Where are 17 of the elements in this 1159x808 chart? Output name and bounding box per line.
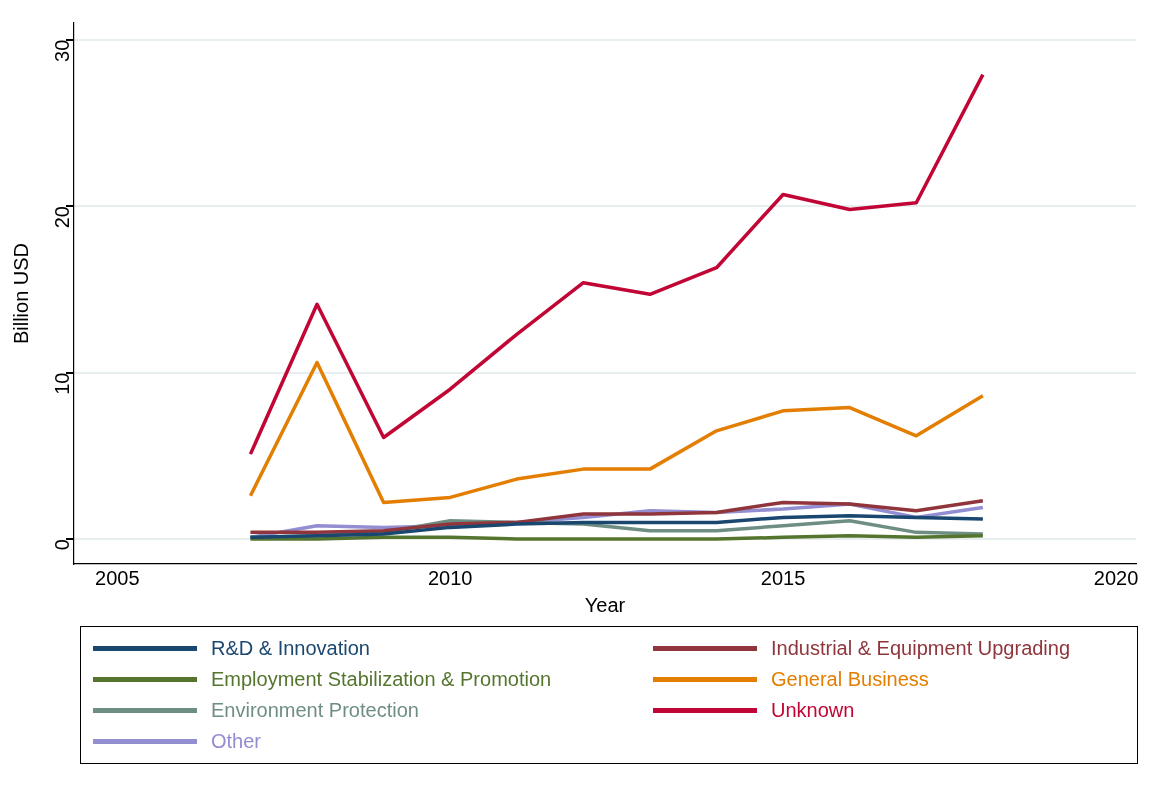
x-tick-label: 2010 — [427, 566, 473, 589]
x-axis-title: Year — [584, 593, 626, 616]
y-tick-label: 20 — [50, 206, 73, 229]
y-axis-title: Billion USD — [9, 242, 32, 345]
text: Other — [211, 730, 262, 753]
text: Industrial & Equipment Upgrading — [771, 637, 1071, 660]
y-tick-label: 10 — [50, 372, 73, 395]
text: General Business — [771, 668, 929, 691]
text: Environment Protection — [211, 699, 419, 722]
text: Unknown — [771, 699, 855, 722]
y-tick-label: 0 — [50, 539, 73, 551]
y-tick-label: 30 — [50, 39, 73, 62]
text: R&D & Innovation — [211, 637, 370, 660]
x-tick-label: 2005 — [95, 566, 140, 589]
x-tick-label: 2015 — [760, 566, 806, 589]
x-tick-label: 2020 — [1093, 566, 1139, 589]
text: Employment Stabilization & Promotion — [211, 668, 552, 691]
